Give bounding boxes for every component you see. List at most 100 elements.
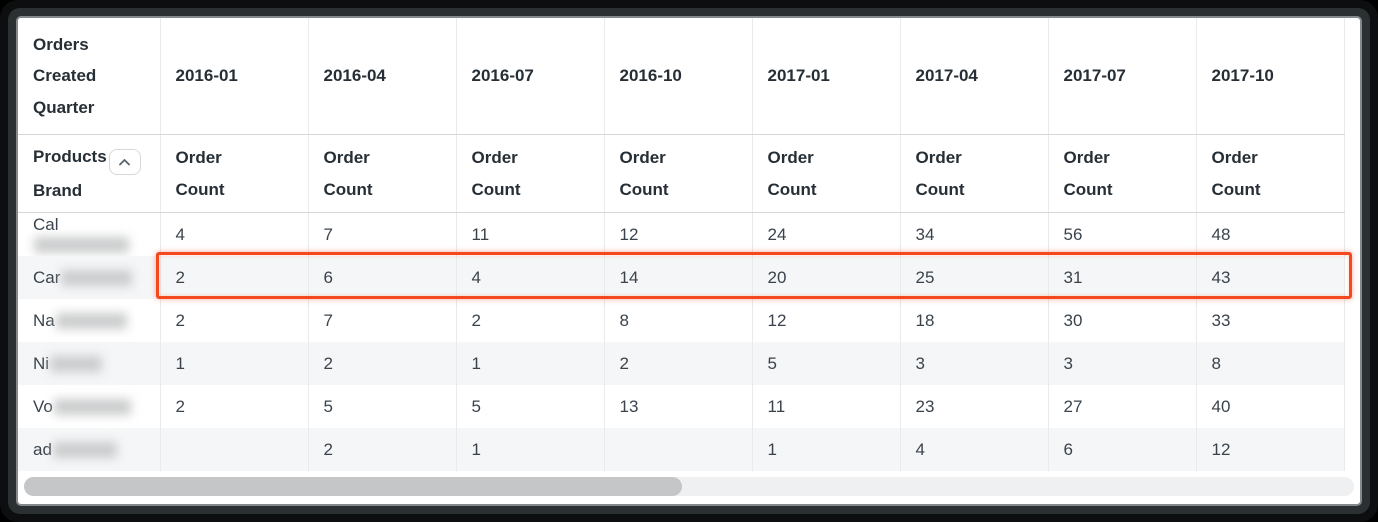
value-cell: 5 xyxy=(308,385,457,428)
quarter-header-2017-10[interactable]: 2017-10 xyxy=(1196,18,1345,135)
value-cell: 4 xyxy=(160,212,309,256)
value-cell: 48 xyxy=(1196,212,1345,256)
metric-label: Order Count xyxy=(915,148,965,199)
redacted-label-blur xyxy=(34,237,129,254)
quarter-header-2016-07[interactable]: 2016-07 xyxy=(456,18,605,135)
quarter-header-2016-04[interactable]: 2016-04 xyxy=(308,18,457,135)
row-label-text: ad xyxy=(33,439,52,459)
pivot-table-header: Orders Created Quarter 2016-01 2016-04 2016… xyxy=(18,18,1345,213)
value-cell: 2 xyxy=(160,256,309,299)
value-cell: 2 xyxy=(604,342,753,385)
value-cell: 3 xyxy=(1048,342,1197,385)
value-cell: 7 xyxy=(308,212,457,256)
quarter-header-2017-04[interactable]: 2017-04 xyxy=(900,18,1049,135)
row-label-text: Cal xyxy=(33,214,59,234)
table-row-ad: ad 2 1 1 4 6 12 xyxy=(18,428,1345,471)
value-cell xyxy=(604,428,753,471)
value-cell: 1 xyxy=(456,428,605,471)
horizontal-scrollbar-thumb[interactable] xyxy=(24,477,682,496)
value-cell: 40 xyxy=(1196,385,1345,428)
row-label: Car xyxy=(18,256,161,299)
value-cell: 25 xyxy=(900,256,1049,299)
value-cell: 1 xyxy=(752,428,901,471)
header-row-metrics: Products Brand Order Count Order Count Orde… xyxy=(18,134,1345,213)
value-cell: 8 xyxy=(604,299,753,342)
metric-label: Order Count xyxy=(471,148,521,199)
value-cell: 2 xyxy=(456,299,605,342)
metric-header-2[interactable]: Order Count xyxy=(308,134,457,213)
horizontal-scrollbar-track[interactable] xyxy=(24,477,1354,496)
corner-header-orders-created-quarter: Orders Created Quarter xyxy=(18,18,161,135)
metric-header-5[interactable]: Order Count xyxy=(752,134,901,213)
row-label-text: Na xyxy=(33,310,55,330)
collapse-row-header-button[interactable] xyxy=(108,149,141,176)
value-cell: 2 xyxy=(308,342,457,385)
value-cell: 18 xyxy=(900,299,1049,342)
value-cell: 11 xyxy=(752,385,901,428)
row-label-text: Vo xyxy=(33,396,53,416)
value-cell: 14 xyxy=(604,256,753,299)
pivot-table: Orders Created Quarter 2016-01 2016-04 2016… xyxy=(18,18,1345,471)
metric-label: Order Count xyxy=(619,148,669,199)
value-cell: 1 xyxy=(160,342,309,385)
value-cell: 31 xyxy=(1048,256,1197,299)
value-cell: 5 xyxy=(752,342,901,385)
value-cell: 23 xyxy=(900,385,1049,428)
value-cell: 12 xyxy=(752,299,901,342)
value-cell: 34 xyxy=(900,212,1049,256)
quarter-header-2016-01[interactable]: 2016-01 xyxy=(160,18,309,135)
value-cell: 3 xyxy=(900,342,1049,385)
row-dimension-word-2: Brand xyxy=(33,181,83,201)
metric-label: Order Count xyxy=(175,148,225,199)
row-label: Cal xyxy=(18,212,161,256)
row-label-text: Ni xyxy=(33,353,50,373)
row-label: ad xyxy=(18,428,161,471)
metric-label: Order Count xyxy=(1211,148,1261,199)
pivot-table-body: Cal 4 7 11 12 24 34 56 48 Car 2 6 4 14 20 25 31 43 Na 2 7 2 8 1… xyxy=(18,212,1345,471)
value-cell: 43 xyxy=(1196,256,1345,299)
quarter-header-2017-07[interactable]: 2017-07 xyxy=(1048,18,1197,135)
row-label-text: Car xyxy=(33,267,61,287)
table-row-Vo: Vo 2 5 5 13 11 23 27 40 xyxy=(18,385,1345,428)
value-cell: 13 xyxy=(604,385,753,428)
metric-label: Order Count xyxy=(767,148,817,199)
redacted-label-blur xyxy=(52,442,117,459)
value-cell: 20 xyxy=(752,256,901,299)
value-cell: 6 xyxy=(308,256,457,299)
value-cell: 2 xyxy=(308,428,457,471)
value-cell: 12 xyxy=(604,212,753,256)
row-label: Vo xyxy=(18,385,161,428)
table-row-Car: Car 2 6 4 14 20 25 31 43 xyxy=(18,256,1345,299)
value-cell: 1 xyxy=(456,342,605,385)
pivot-table-panel: Orders Created Quarter 2016-01 2016-04 2016… xyxy=(16,16,1362,506)
value-cell xyxy=(160,428,309,471)
value-cell: 5 xyxy=(456,385,605,428)
metric-label: Order Count xyxy=(1063,148,1113,199)
value-cell: 6 xyxy=(1048,428,1197,471)
value-cell: 8 xyxy=(1196,342,1345,385)
row-dimension-header: Products Brand xyxy=(18,134,161,213)
metric-header-7[interactable]: Order Count xyxy=(1048,134,1197,213)
value-cell: 12 xyxy=(1196,428,1345,471)
table-row-Cal: Cal 4 7 11 12 24 34 56 48 xyxy=(18,212,1345,256)
quarter-header-2016-10[interactable]: 2016-10 xyxy=(604,18,753,135)
row-dimension-word-1: Products xyxy=(33,146,107,166)
value-cell: 4 xyxy=(900,428,1049,471)
value-cell: 2 xyxy=(160,385,309,428)
value-cell: 33 xyxy=(1196,299,1345,342)
value-cell: 7 xyxy=(308,299,457,342)
metric-header-1[interactable]: Order Count xyxy=(160,134,309,213)
metric-header-4[interactable]: Order Count xyxy=(604,134,753,213)
metric-header-3[interactable]: Order Count xyxy=(456,134,605,213)
redacted-label-blur xyxy=(50,356,103,373)
value-cell: 2 xyxy=(160,299,309,342)
value-cell: 56 xyxy=(1048,212,1197,256)
quarter-header-2017-01[interactable]: 2017-01 xyxy=(752,18,901,135)
chevron-up-icon xyxy=(118,155,131,170)
metric-label: Order Count xyxy=(323,148,373,199)
metric-header-8[interactable]: Order Count xyxy=(1196,134,1345,213)
redacted-label-blur xyxy=(53,399,131,416)
metric-header-6[interactable]: Order Count xyxy=(900,134,1049,213)
value-cell: 4 xyxy=(456,256,605,299)
